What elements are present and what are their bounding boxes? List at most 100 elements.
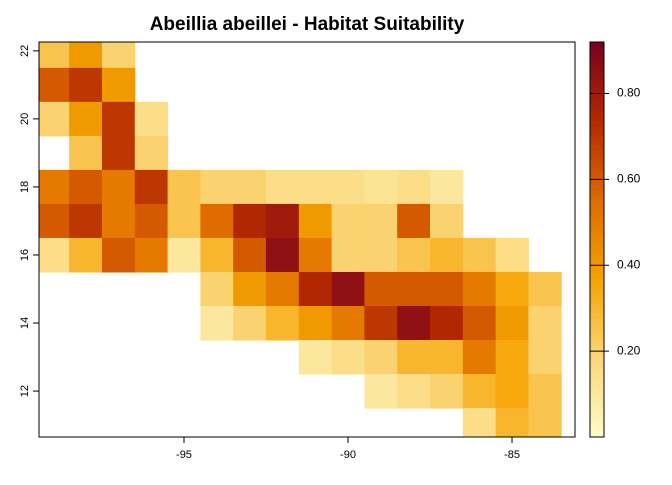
raster-cell <box>167 237 201 273</box>
raster-cell <box>397 306 431 341</box>
colorbar-step <box>590 358 604 364</box>
raster-cell <box>331 271 365 307</box>
raster-cell <box>233 271 267 307</box>
raster-cell <box>265 169 300 205</box>
raster-cell <box>364 237 398 273</box>
raster-cell <box>430 374 464 409</box>
raster-cell <box>200 271 234 307</box>
colorbar-step <box>590 239 604 245</box>
raster-cell <box>528 271 562 307</box>
colorbar-step <box>590 234 604 240</box>
x-tick-label: -85 <box>504 449 520 461</box>
colorbar-step <box>590 422 604 428</box>
raster-cell <box>200 203 234 239</box>
colorbar-step <box>590 367 604 374</box>
raster-cell <box>233 237 267 273</box>
raster-cell <box>134 135 169 171</box>
colorbar-step <box>590 397 604 403</box>
raster-cell <box>364 169 398 205</box>
raster-cell <box>200 237 234 273</box>
raster-cell <box>331 306 365 341</box>
colorbar-step <box>590 402 604 408</box>
colorbar-step <box>590 377 604 384</box>
colorbar-step <box>590 145 604 152</box>
raster-cell <box>134 203 169 239</box>
raster-cell <box>167 203 201 239</box>
raster-cell <box>134 169 169 205</box>
colorbar-step <box>590 61 604 68</box>
colorbar-step <box>590 279 604 285</box>
colorbar-step <box>590 111 604 117</box>
colorbar-step <box>590 387 604 394</box>
raster-cell <box>331 169 365 205</box>
raster-cell <box>462 237 497 273</box>
raster-cell <box>298 271 333 307</box>
colorbar-step <box>590 318 604 324</box>
raster-cell <box>298 340 333 375</box>
chart-title: Abeillia abeillei - Habitat Suitability <box>150 14 465 35</box>
raster-cell <box>39 42 70 69</box>
colorbar-tick-label: 0.80 <box>617 86 641 100</box>
colorbar-step <box>590 165 604 171</box>
raster-cell <box>69 42 103 69</box>
colorbar-step <box>590 308 604 315</box>
raster-cell <box>430 237 464 273</box>
raster-cell <box>495 408 529 437</box>
colorbar-step <box>590 432 604 438</box>
colorbar-step <box>590 298 604 305</box>
colorbar-step <box>590 219 604 226</box>
colorbar-step <box>590 259 604 265</box>
raster-cell <box>39 169 70 205</box>
colorbar-step <box>590 185 604 191</box>
y-tick-label: 16 <box>19 249 31 261</box>
colorbar-tick-label: 0.20 <box>617 343 641 357</box>
raster-cell <box>397 374 431 409</box>
raster-cell <box>200 306 234 341</box>
colorbar-step <box>590 51 604 58</box>
colorbar-step <box>590 200 604 206</box>
raster-cell <box>200 169 234 205</box>
raster-cell <box>430 306 464 341</box>
raster-cell <box>167 169 201 205</box>
colorbar-step <box>590 382 604 389</box>
raster <box>39 42 562 437</box>
colorbar-step <box>590 71 604 78</box>
colorbar-step <box>590 106 604 112</box>
colorbar-step <box>590 343 604 349</box>
raster-cell <box>39 101 70 137</box>
x-tick-label: -90 <box>340 449 356 461</box>
colorbar-step <box>590 195 604 201</box>
colorbar-step <box>590 214 604 221</box>
raster-cell <box>233 203 267 239</box>
raster-cell <box>69 237 103 273</box>
raster-cell <box>298 306 333 341</box>
colorbar-step <box>590 229 604 236</box>
colorbar-step <box>590 269 604 275</box>
colorbar-step <box>590 86 604 92</box>
raster-cell <box>101 169 136 205</box>
raster-cell <box>69 67 103 103</box>
raster-cell <box>528 340 562 375</box>
colorbar-step <box>590 155 604 161</box>
raster-cell <box>101 42 136 69</box>
colorbar: 0.20 0.40 0.60 0.80 <box>589 41 641 438</box>
colorbar-step <box>590 264 604 270</box>
raster-cell <box>462 374 497 409</box>
colorbar-frame <box>589 41 605 438</box>
raster-cell <box>233 306 267 341</box>
raster-cell <box>397 237 431 273</box>
colorbar-tick-label: 0.60 <box>617 172 641 186</box>
colorbar-step <box>590 116 604 122</box>
raster-cell <box>462 306 497 341</box>
raster-cell <box>331 340 365 375</box>
colorbar-step <box>590 204 604 211</box>
colorbar-step <box>590 175 604 181</box>
raster-cell <box>364 340 398 375</box>
colorbar-step <box>590 81 604 87</box>
raster-cell <box>430 271 464 307</box>
colorbar-step <box>590 338 604 344</box>
raster-cell <box>430 169 464 205</box>
raster-cell <box>101 135 136 171</box>
raster-cell <box>298 237 333 273</box>
raster-cell <box>364 271 398 307</box>
